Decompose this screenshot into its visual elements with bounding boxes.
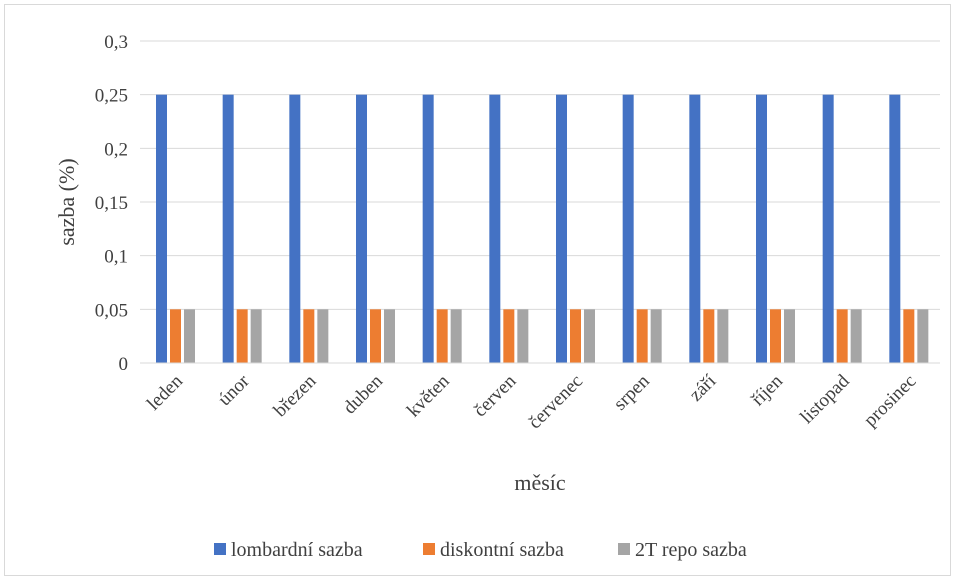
- bar-3: [850, 309, 862, 363]
- x-tick-label: březen: [270, 370, 321, 421]
- bar-1: [889, 94, 901, 364]
- y-axis-ticks: 0 0,05 0,1 0,15 0,2 0,25 0,3: [95, 32, 128, 375]
- bar-2: [836, 309, 848, 363]
- bar-2: [436, 309, 448, 363]
- bar-1: [489, 94, 501, 364]
- y-tick-label: 0: [119, 354, 129, 375]
- bar-3: [184, 309, 195, 363]
- x-axis-title: měsíc: [514, 470, 566, 495]
- x-tick-label: říjen: [748, 370, 788, 410]
- bar-2: [570, 309, 581, 363]
- legend-label: 2T repo sazba: [635, 539, 747, 561]
- bars: [156, 94, 929, 364]
- bar-3: [317, 309, 329, 363]
- bar-1: [689, 94, 701, 364]
- bar-1: [289, 94, 301, 364]
- bar-3: [250, 309, 262, 363]
- bar-1: [822, 94, 834, 364]
- x-axis-ticks: leden únor březen duben květen červen červenec…: [143, 370, 920, 433]
- x-tick-label: leden: [143, 370, 187, 414]
- legend-swatch: [214, 543, 226, 555]
- bar-3: [517, 309, 529, 363]
- bar-1: [356, 94, 367, 364]
- gridlines: [140, 40, 940, 310]
- bar-1: [422, 94, 434, 364]
- bar-3: [650, 309, 662, 363]
- bar-1: [156, 94, 167, 364]
- legend-swatch: [423, 543, 435, 555]
- bar-1: [556, 94, 567, 364]
- bar-2: [903, 309, 915, 363]
- y-tick-label: 0,05: [95, 300, 128, 321]
- y-tick-label: 0,2: [104, 139, 128, 160]
- y-tick-label: 0,3: [104, 32, 128, 53]
- x-tick-label: červen: [470, 370, 521, 421]
- bar-2: [370, 309, 381, 363]
- bar-3: [917, 309, 929, 363]
- y-axis-title: sazba (%): [54, 158, 79, 245]
- x-tick-label: srpen: [610, 370, 654, 414]
- bar-1: [756, 94, 767, 364]
- y-tick-label: 0,25: [95, 86, 128, 107]
- x-tick-label: únor: [214, 370, 254, 410]
- bar-2: [703, 309, 715, 363]
- x-tick-label: září: [685, 370, 720, 405]
- y-tick-label: 0,15: [95, 193, 128, 214]
- bar-2: [170, 309, 181, 363]
- bar-3: [384, 309, 395, 363]
- bar-3: [450, 309, 462, 363]
- y-tick-label: 0,1: [104, 247, 128, 268]
- x-tick-label: listopad: [796, 370, 854, 428]
- x-tick-label: květen: [403, 370, 454, 421]
- bar-2: [636, 309, 648, 363]
- bar-2: [303, 309, 315, 363]
- bar-3: [784, 309, 795, 363]
- legend: lombardní sazba diskontní sazba 2T repo sa…: [214, 539, 747, 561]
- legend-label: lombardní sazba: [231, 539, 363, 561]
- bar-2: [503, 309, 515, 363]
- bar-1: [222, 94, 234, 364]
- bar-3: [584, 309, 595, 363]
- bar-1: [622, 94, 634, 364]
- bar-3: [717, 309, 729, 363]
- x-tick-label: prosinec: [860, 371, 920, 431]
- bar-2: [770, 309, 781, 363]
- x-tick-label: červenec: [524, 371, 587, 434]
- legend-label: diskontní sazba: [440, 539, 564, 561]
- bar-2: [236, 309, 248, 363]
- legend-swatch: [618, 543, 630, 555]
- x-tick-label: duben: [339, 370, 387, 418]
